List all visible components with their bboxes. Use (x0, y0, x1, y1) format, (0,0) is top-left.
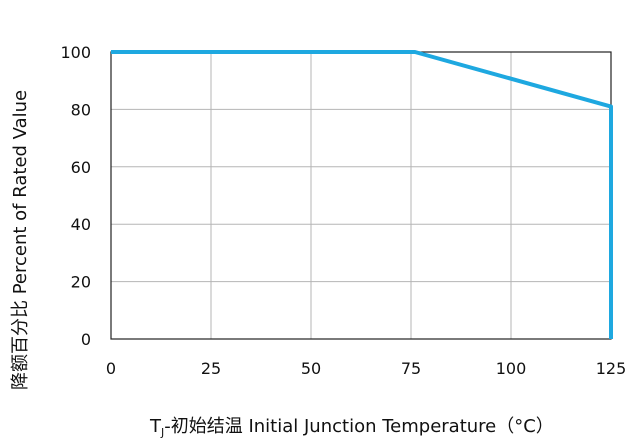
x-tick-label: 25 (201, 359, 221, 378)
x-tick-label: 75 (401, 359, 421, 378)
plot-frame (110, 51, 612, 340)
x-axis-title-t: T (149, 416, 162, 437)
x-axis-title: TJ-初始结温 Initial Junction Temperature（°C） (149, 416, 554, 439)
derating-curve (111, 50, 613, 339)
x-axis-title-subscript: J (160, 426, 164, 439)
y-tick-label: 0 (81, 330, 91, 349)
y-tick-labels: 0 20 40 60 80 100 (60, 43, 91, 349)
y-tick-label: 40 (71, 215, 91, 234)
y-axis-title: 降额百分比 Percent of Rated Value (10, 90, 31, 390)
y-tick-label: 60 (71, 158, 91, 177)
x-axis-title-text: -初始结温 Initial Junction Temperature（°C） (164, 416, 554, 437)
x-tick-label: 100 (496, 359, 527, 378)
x-tick-label: 50 (301, 359, 321, 378)
x-tick-label: 0 (106, 359, 116, 378)
x-tick-labels: 0 25 50 75 100 125 (106, 359, 626, 378)
y-tick-label: 100 (60, 43, 91, 62)
y-tick-label: 80 (71, 100, 91, 119)
grid-lines (111, 52, 611, 339)
x-tick-label: 125 (596, 359, 627, 378)
y-tick-label: 20 (71, 273, 91, 292)
